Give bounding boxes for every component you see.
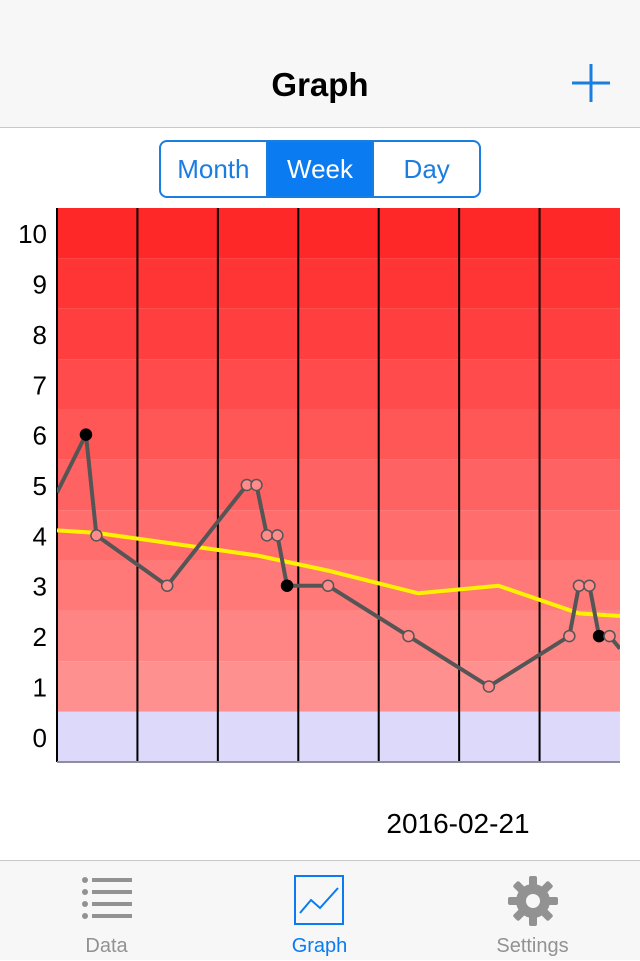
data-point-open — [563, 629, 576, 643]
tab-graph[interactable]: Graph — [213, 861, 426, 961]
band-level-1 — [57, 661, 620, 712]
y-tick-label: 1 — [33, 672, 47, 702]
data-point-closed — [592, 629, 606, 643]
data-point-open — [482, 680, 496, 693]
band-level-7 — [57, 359, 620, 410]
y-tick-label: 4 — [33, 521, 47, 551]
y-tick-label: 8 — [33, 320, 47, 350]
date-label: 2016-02-21 — [386, 808, 530, 839]
y-tick-label: 9 — [33, 270, 47, 300]
band-level-6 — [57, 409, 620, 460]
data-point-open — [572, 579, 586, 592]
tab-data[interactable]: Data — [0, 861, 213, 961]
period-segmented-control: Month Week Day — [159, 140, 481, 198]
gear-icon — [507, 875, 559, 932]
tab-data-label: Data — [85, 935, 128, 957]
band-level-9 — [57, 258, 620, 309]
y-tick-label: 5 — [33, 471, 47, 501]
plus-icon — [572, 64, 610, 102]
data-point-open — [160, 579, 174, 592]
week-graph: 0 1 2 3 4 5 6 7 8 9 10 — [0, 200, 640, 780]
graph-icon — [293, 875, 346, 932]
data-point-open — [90, 529, 103, 542]
band-level-4 — [57, 510, 620, 561]
average-series-line — [57, 528, 620, 618]
tab-bar: Data Graph Settings — [0, 860, 640, 960]
y-tick-label: 10 — [18, 219, 47, 249]
navigation-bar: Graph — [0, 0, 640, 128]
data-point-open — [583, 579, 596, 592]
chart-canvas: 0 1 2 3 4 5 6 7 8 9 10 — [18, 208, 620, 763]
data-point-closed — [79, 428, 93, 441]
add-button[interactable] — [570, 62, 612, 104]
data-point-open — [250, 478, 263, 492]
segment-week[interactable]: Week — [265, 142, 373, 196]
page-title: Graph — [271, 66, 369, 103]
tab-settings-label: Settings — [496, 935, 569, 957]
tab-settings[interactable]: Settings — [426, 861, 639, 961]
list-icon — [81, 875, 133, 926]
y-tick-label: 7 — [33, 370, 47, 400]
data-point-open — [271, 529, 284, 542]
segment-month[interactable]: Month — [177, 153, 250, 184]
band-level-2 — [57, 610, 620, 662]
data-point-open — [321, 579, 335, 592]
band-level-5 — [57, 459, 620, 511]
y-tick-label: 2 — [33, 622, 47, 652]
y-tick-label: 6 — [33, 421, 47, 451]
segment-day[interactable]: Day — [372, 142, 479, 196]
y-tick-label: 0 — [33, 723, 47, 753]
y-tick-label: 3 — [33, 572, 47, 602]
band-level-3 — [57, 560, 620, 611]
data-point-closed — [280, 579, 294, 592]
data-point-open — [603, 629, 616, 643]
band-level-0 — [57, 711, 620, 762]
value-series-line — [57, 432, 620, 689]
data-point-open — [402, 629, 415, 643]
tab-graph-label: Graph — [291, 935, 348, 957]
data-point-open — [260, 529, 274, 542]
band-level-10 — [57, 208, 620, 259]
band-level-8 — [57, 308, 620, 360]
